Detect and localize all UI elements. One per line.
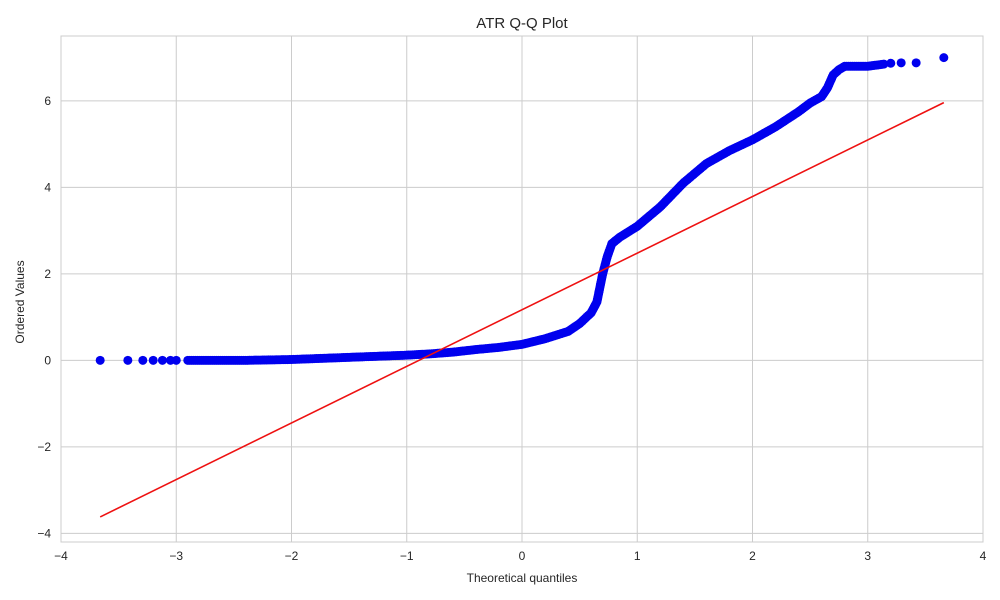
qq-point — [817, 92, 827, 102]
qq-point — [287, 354, 296, 364]
qq-point — [194, 355, 204, 365]
x-tick-labels: −4 −3 −2 −1 0 1 2 3 4 — [54, 549, 987, 563]
qq-point — [863, 61, 873, 71]
x-tick-label: −3 — [169, 549, 183, 563]
qq-point — [592, 297, 602, 307]
qq-point — [263, 355, 273, 365]
qq-point — [701, 159, 711, 169]
y-axis-label: Ordered Values — [13, 260, 27, 343]
chart-title: ATR Q-Q Plot — [476, 15, 568, 32]
qq-point — [911, 58, 921, 68]
y-tick-label: −4 — [37, 526, 51, 540]
qq-point — [448, 347, 458, 357]
x-tick-label: −1 — [400, 549, 414, 563]
qq-point — [379, 351, 389, 361]
qq-point — [540, 334, 550, 344]
qq-point — [138, 355, 148, 365]
x-tick-label: −2 — [285, 549, 299, 563]
qq-point — [123, 355, 133, 365]
qq-point — [607, 239, 617, 249]
data-points — [95, 53, 949, 365]
qq-point — [586, 308, 596, 318]
reference-line — [99, 101, 945, 518]
x-tick-label: 2 — [749, 549, 756, 563]
qq-point — [851, 61, 861, 71]
qq-point — [840, 61, 850, 71]
qq-point — [879, 59, 889, 69]
qq-point — [310, 354, 320, 364]
qq-point — [333, 353, 343, 363]
y-tick-label: 2 — [44, 267, 51, 281]
y-tick-label: 0 — [44, 353, 51, 367]
qq-point — [615, 232, 625, 242]
qq-point — [939, 53, 949, 63]
qq-point — [402, 350, 412, 360]
qq-point — [217, 355, 227, 365]
y-tick-label: 4 — [44, 180, 51, 194]
qq-point — [896, 58, 906, 68]
x-axis-label: Theoretical quantiles — [467, 571, 578, 585]
qq-point — [356, 352, 366, 362]
qq-point — [494, 342, 504, 352]
qq-point — [771, 122, 781, 132]
qq-point — [655, 202, 665, 212]
qq-point — [575, 319, 585, 329]
x-tick-label: 3 — [864, 549, 871, 563]
x-tick-label: 1 — [634, 549, 641, 563]
qq-point — [563, 326, 573, 336]
qq-point — [471, 345, 481, 355]
plot-frame — [60, 35, 984, 543]
grid — [60, 36, 984, 542]
qq-point — [748, 135, 757, 145]
y-tick-labels: −4 −2 0 2 4 6 — [37, 94, 51, 540]
qq-point — [886, 58, 896, 68]
qq-point — [794, 107, 804, 117]
qq-point — [517, 339, 527, 349]
qq-point — [678, 178, 688, 188]
qq-point — [148, 355, 158, 365]
y-tick-label: −2 — [37, 440, 51, 454]
qq-point — [602, 252, 612, 262]
y-tick-label: 6 — [44, 94, 51, 108]
qq-point — [632, 221, 642, 231]
x-tick-label: 4 — [980, 549, 987, 563]
x-tick-label: 0 — [519, 549, 526, 563]
qq-point — [157, 355, 167, 365]
qq-point — [171, 355, 181, 365]
qq-point — [183, 355, 193, 365]
x-tick-label: −4 — [54, 549, 68, 563]
qq-point — [805, 98, 815, 108]
qq-point — [240, 355, 250, 365]
fit-line-layer — [99, 101, 945, 518]
qq-point — [95, 355, 105, 365]
qq-point — [828, 70, 838, 80]
qq-point — [724, 146, 734, 156]
qq-point — [822, 83, 832, 93]
